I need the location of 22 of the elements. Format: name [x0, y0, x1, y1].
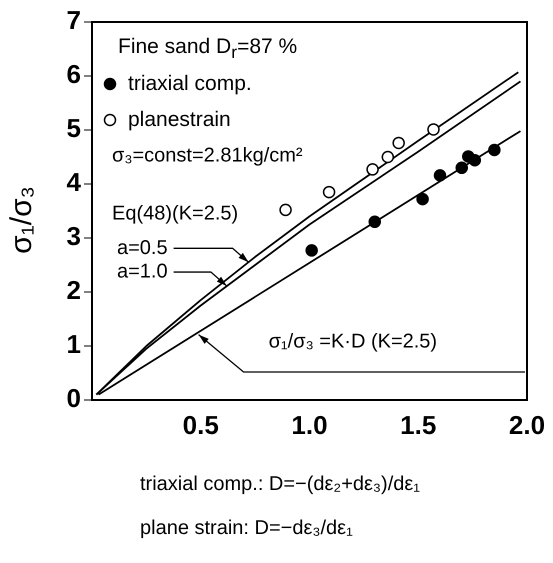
y-axis-title: σ₁/σ₃ — [5, 186, 39, 254]
y-tick-label: 7 — [66, 5, 81, 36]
x-tick-label: 2.0 — [508, 410, 546, 440]
annotation: Eq(48)(K=2.5) — [112, 202, 238, 225]
annotation: σ₃=const=2.81kg/cm² — [112, 144, 303, 167]
legend-label: triaxial comp. — [128, 72, 252, 95]
y-tick-label: 1 — [66, 329, 81, 360]
annotation: a=0.5 — [117, 236, 168, 259]
legend-label: planestrain — [128, 108, 231, 131]
x-tick-label: 1.0 — [291, 410, 328, 440]
y-tick-label: 4 — [66, 167, 82, 198]
text: Fine sand D$_{r}$=87 % — [118, 35, 298, 64]
x-tick-label: 1.5 — [400, 410, 436, 440]
annotation: σ₁/σ₃ =K·D (K=2.5) — [268, 330, 438, 353]
y-tick-label: 3 — [66, 221, 81, 252]
y-tick-label: 6 — [66, 59, 81, 90]
x-axis-title: triaxial comp.: D=−(dε₂+dε₃)/dε₁ plane strain: D=−dε₃/dε₁ — [140, 472, 420, 541]
y-tick-label: 2 — [66, 275, 81, 306]
y-tick-label: 5 — [66, 113, 81, 144]
annotation: a=1.0 — [117, 260, 168, 283]
x-tick-label: 0.5 — [182, 410, 219, 440]
y-tick-label: 0 — [66, 383, 81, 414]
